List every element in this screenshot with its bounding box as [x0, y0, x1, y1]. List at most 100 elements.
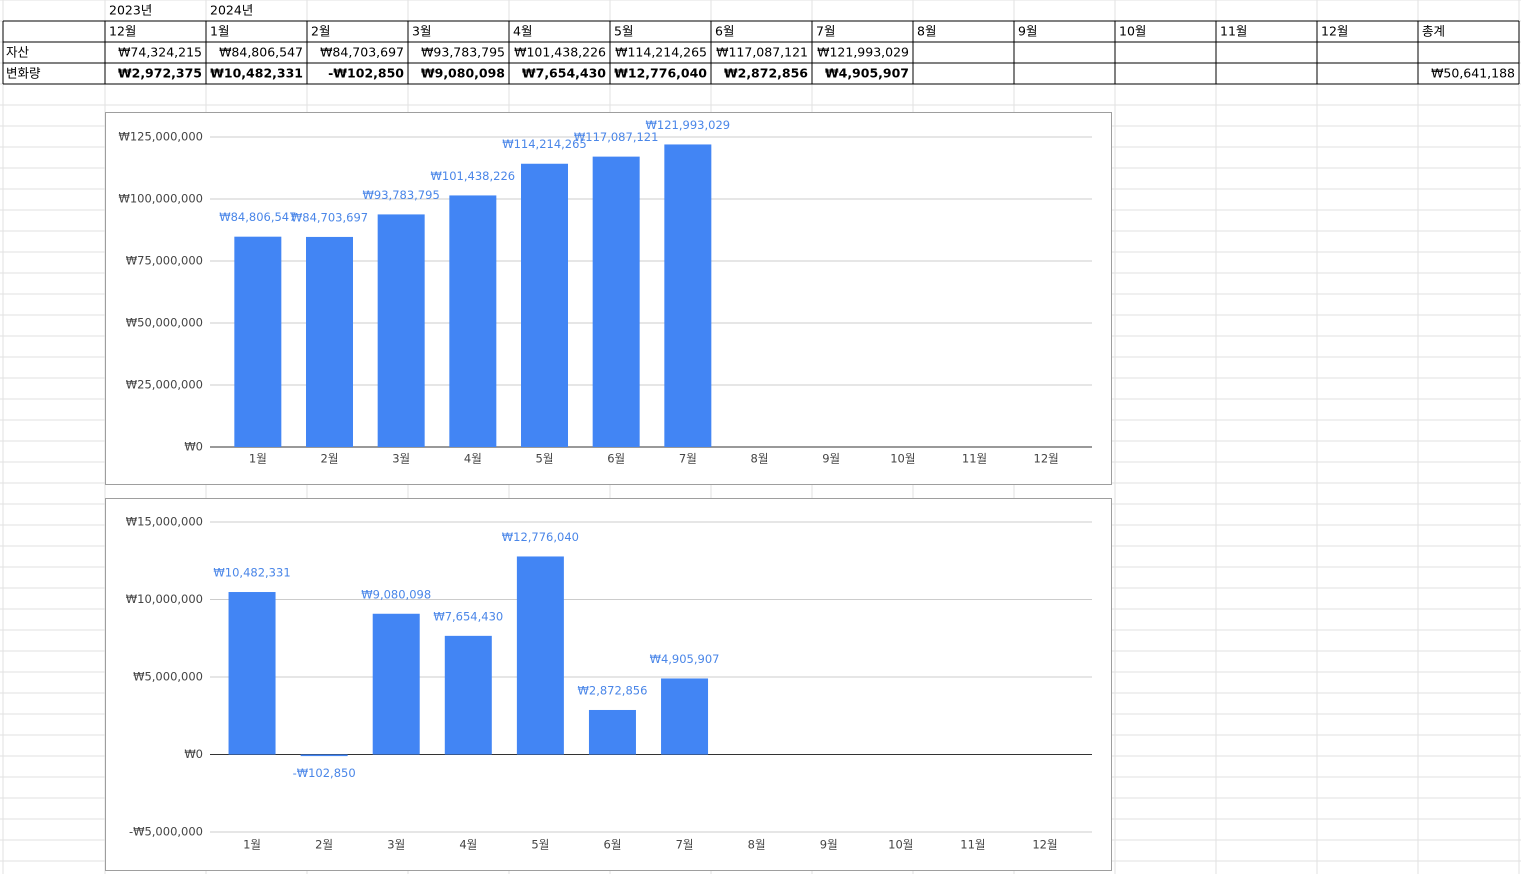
cell-value: ₩84,806,547 [219, 45, 303, 60]
column-header: 11월 [1220, 24, 1247, 39]
data-label: ₩117,087,121 [574, 130, 659, 144]
bar [664, 144, 712, 448]
chart: ₩0 ₩25,000,000 ₩50,000,000 ₩75,000,000 ₩100,… [105, 112, 1112, 485]
bar [300, 754, 348, 757]
row-label: 변화량 [6, 66, 41, 81]
x-tick-label: 1월 [243, 838, 261, 852]
bar [372, 613, 420, 755]
bar [228, 592, 276, 755]
bar [306, 236, 353, 447]
y-tick-label: ₩10,000,000 [126, 592, 203, 606]
y-tick-label: ₩15,000,000 [126, 515, 203, 529]
data-label: -₩102,850 [293, 766, 356, 780]
x-tick-label: 11월 [960, 838, 985, 852]
cell-value: ₩74,324,215 [118, 45, 202, 60]
x-tick-label: 8월 [748, 838, 766, 852]
x-tick-label: 3월 [392, 452, 410, 466]
column-header: 3월 [412, 24, 431, 39]
y-tick-label: ₩0 [184, 440, 203, 454]
data-label: ₩2,872,856 [578, 683, 648, 697]
data-label: ₩10,482,331 [213, 566, 290, 580]
data-label: ₩114,214,265 [502, 137, 587, 151]
row-label: 자산 [6, 45, 30, 60]
data-label: ₩84,806,547 [219, 210, 296, 224]
data-label: ₩7,654,430 [433, 609, 503, 623]
x-tick-label: 11월 [962, 452, 987, 466]
column-header: 1월 [210, 24, 229, 39]
x-tick-label: 2월 [315, 838, 333, 852]
bar [521, 163, 568, 447]
x-tick-label: 7월 [679, 452, 697, 466]
column-header: 7월 [816, 24, 835, 39]
y-tick-label: ₩5,000,000 [133, 670, 203, 684]
y-tick-label: ₩0 [184, 747, 203, 761]
cell-value: ₩9,080,098 [421, 66, 505, 81]
x-tick-label: 9월 [820, 838, 838, 852]
x-tick-label: 4월 [459, 838, 477, 852]
cell-value: ₩10,482,331 [210, 66, 303, 81]
cell-value: ₩2,972,375 [118, 66, 202, 81]
column-header: 6월 [715, 24, 734, 39]
year-label: 2023년 [109, 3, 152, 18]
cell-value: ₩84,703,697 [320, 45, 404, 60]
bar [444, 635, 492, 755]
y-tick-label: ₩25,000,000 [126, 378, 203, 392]
cell-total: ₩50,641,188 [1431, 66, 1515, 81]
column-header: 12월 [109, 24, 136, 39]
bar [661, 678, 709, 755]
x-tick-label: 12월 [1034, 452, 1059, 466]
bar [588, 709, 636, 755]
bar [516, 556, 564, 755]
data-label: ₩4,905,907 [650, 652, 720, 666]
cell-value: ₩2,872,856 [724, 66, 808, 81]
bar [592, 156, 640, 447]
x-tick-label: 2월 [321, 452, 339, 466]
x-tick-label: 1월 [249, 452, 267, 466]
column-header: 2월 [311, 24, 330, 39]
x-tick-label: 10월 [888, 838, 913, 852]
column-header: 10월 [1119, 24, 1146, 39]
x-tick-label: 6월 [607, 452, 625, 466]
cell-value: -₩102,850 [328, 66, 404, 81]
column-header: 9월 [1018, 24, 1037, 39]
x-tick-label: 5월 [536, 452, 554, 466]
column-header: 8월 [917, 24, 936, 39]
x-tick-label: 7월 [676, 838, 694, 852]
cell-value: ₩101,438,226 [514, 45, 606, 60]
column-header: 4월 [513, 24, 532, 39]
cell-value: ₩7,654,430 [522, 66, 606, 81]
y-tick-label: ₩125,000,000 [118, 130, 203, 144]
column-header: 총계 [1422, 24, 1445, 39]
data-label: ₩12,776,040 [502, 530, 579, 544]
column-header: 5월 [614, 24, 633, 39]
x-tick-label: 6월 [604, 838, 622, 852]
y-tick-label: ₩100,000,000 [118, 192, 203, 206]
x-tick-label: 3월 [387, 838, 405, 852]
y-tick-label: ₩75,000,000 [126, 254, 203, 268]
x-tick-label: 10월 [890, 452, 915, 466]
data-label: ₩84,703,697 [291, 210, 368, 224]
y-tick-label: -₩5,000,000 [129, 825, 203, 839]
x-tick-label: 9월 [822, 452, 840, 466]
cell-value: ₩114,214,265 [615, 45, 707, 60]
chart: -₩5,000,000 ₩0 ₩5,000,000 ₩10,000,000 ₩15,00… [105, 498, 1112, 871]
x-tick-label: 8월 [751, 452, 769, 466]
data-label: ₩9,080,098 [361, 587, 431, 601]
x-tick-label: 5월 [531, 838, 549, 852]
cell-value: ₩4,905,907 [825, 66, 909, 81]
x-tick-label: 12월 [1032, 838, 1057, 852]
year-label: 2024년 [210, 3, 253, 18]
bar [449, 195, 497, 447]
bar [234, 236, 282, 447]
cell-value: ₩12,776,040 [614, 66, 707, 81]
cell-value: ₩117,087,121 [716, 45, 808, 60]
x-tick-label: 4월 [464, 452, 482, 466]
cell-value: ₩121,993,029 [817, 45, 909, 60]
data-label: ₩101,438,226 [431, 169, 516, 183]
data-label: ₩121,993,029 [646, 118, 731, 132]
y-tick-label: ₩50,000,000 [126, 316, 203, 330]
cell-value: ₩93,783,795 [421, 45, 505, 60]
data-label: ₩93,783,795 [363, 188, 440, 202]
bar [377, 214, 425, 447]
